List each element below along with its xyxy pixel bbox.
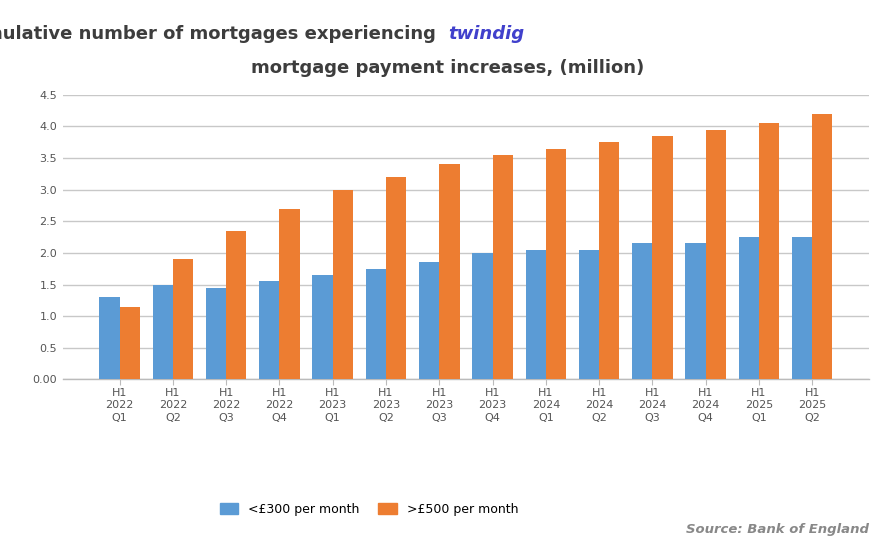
Bar xyxy=(792,237,812,379)
Bar xyxy=(685,243,706,379)
Bar xyxy=(706,129,726,379)
Bar xyxy=(120,307,140,379)
Bar xyxy=(493,155,513,379)
Text: Cumulative number of mortgages experiencing: Cumulative number of mortgages experienc… xyxy=(0,25,448,43)
Bar xyxy=(259,281,280,379)
Text: twindig: twindig xyxy=(448,25,524,43)
Bar xyxy=(226,231,246,379)
Bar xyxy=(152,285,173,379)
Bar xyxy=(313,275,332,379)
Bar xyxy=(812,114,832,379)
Bar xyxy=(579,250,599,379)
Bar xyxy=(633,243,652,379)
Text: Source: Bank of England: Source: Bank of England xyxy=(686,523,869,536)
Bar xyxy=(419,262,439,379)
Bar xyxy=(173,259,194,379)
Bar xyxy=(332,190,353,379)
Bar xyxy=(652,136,673,379)
Text: mortgage payment increases, (million): mortgage payment increases, (million) xyxy=(252,59,644,76)
Bar xyxy=(99,297,120,379)
Bar xyxy=(546,148,566,379)
Bar xyxy=(386,177,406,379)
Bar xyxy=(599,142,619,379)
Bar xyxy=(206,288,226,379)
Bar xyxy=(472,253,493,379)
Bar xyxy=(439,165,460,379)
Bar xyxy=(366,269,386,379)
Bar xyxy=(280,209,299,379)
Legend: <£300 per month, >£500 per month: <£300 per month, >£500 per month xyxy=(214,498,524,521)
Bar xyxy=(738,237,759,379)
Bar xyxy=(759,123,780,379)
Bar xyxy=(526,250,546,379)
